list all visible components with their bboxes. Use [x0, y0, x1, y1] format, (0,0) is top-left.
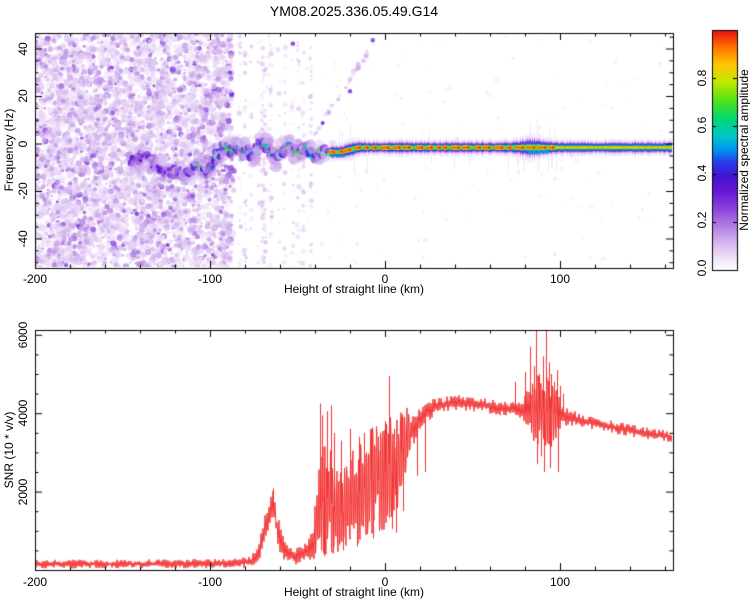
tick-label: -100: [197, 272, 223, 286]
tick-label: -200: [22, 575, 48, 589]
tick-label: 0.2: [695, 212, 709, 229]
top-yaxis-title: Frequency (Hz): [2, 108, 16, 192]
top-xaxis-title: Height of straight line (km): [283, 282, 425, 296]
tick-label: -100: [197, 575, 223, 589]
tick-label: 20: [16, 89, 30, 103]
tick-label: -40: [16, 229, 30, 248]
tick-label: 0.6: [695, 116, 709, 134]
tick-label: 100: [549, 575, 571, 589]
tick-label: 0.8: [695, 69, 709, 86]
tick-label: -20: [16, 182, 30, 200]
page-title: YM08.2025.336.05.49.G14: [269, 3, 439, 19]
tick-label: 0: [16, 140, 30, 147]
tick-label: 4000: [16, 399, 30, 427]
tick-label: -200: [22, 272, 48, 286]
tick-label: 6000: [16, 321, 30, 349]
tick-label: 0: [381, 575, 389, 589]
tick-label: 0: [381, 272, 389, 286]
colorbar-title: Normalized spectral amplitude: [737, 69, 750, 231]
tick-label: 40: [16, 41, 30, 56]
bottom-yaxis-title: SNR (10 * v/v): [2, 411, 16, 489]
bottom-xaxis-title: Height of straight line (km): [283, 585, 425, 599]
tick-label: 100: [549, 272, 571, 286]
tick-label: 2000: [16, 478, 30, 505]
tick-label: 0.0: [695, 259, 709, 277]
tick-label: 0.4: [695, 164, 709, 182]
